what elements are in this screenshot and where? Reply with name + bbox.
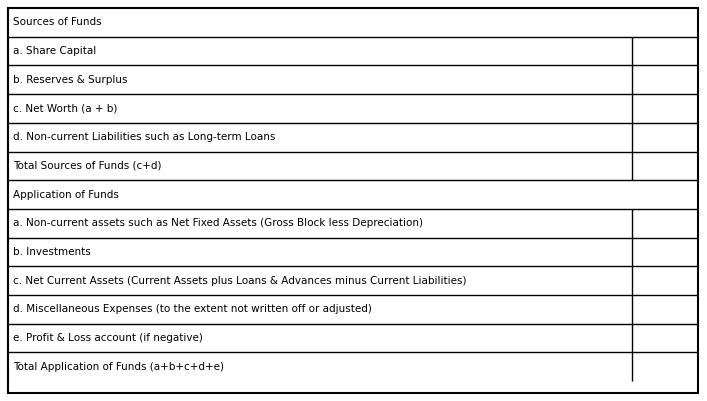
Text: e. Profit & Loss account (if negative): e. Profit & Loss account (if negative) (13, 333, 203, 343)
Text: a. Share Capital: a. Share Capital (13, 46, 96, 56)
Text: Total Sources of Funds (c+d): Total Sources of Funds (c+d) (13, 161, 161, 171)
Text: d. Miscellaneous Expenses (to the extent not written off or adjusted): d. Miscellaneous Expenses (to the extent… (13, 304, 372, 314)
Text: Total Application of Funds (a+b+c+d+e): Total Application of Funds (a+b+c+d+e) (13, 362, 224, 372)
Text: Sources of Funds: Sources of Funds (13, 17, 102, 27)
Text: a. Non-current assets such as Net Fixed Assets (Gross Block less Depreciation): a. Non-current assets such as Net Fixed … (13, 218, 423, 228)
Text: c. Net Worth (a + b): c. Net Worth (a + b) (13, 103, 117, 113)
Text: d. Non-current Liabilities such as Long-term Loans: d. Non-current Liabilities such as Long-… (13, 132, 275, 142)
Text: b. Investments: b. Investments (13, 247, 90, 257)
Text: c. Net Current Assets (Current Assets plus Loans & Advances minus Current Liabil: c. Net Current Assets (Current Assets pl… (13, 275, 467, 286)
Text: Application of Funds: Application of Funds (13, 190, 119, 200)
Text: b. Reserves & Surplus: b. Reserves & Surplus (13, 75, 127, 85)
